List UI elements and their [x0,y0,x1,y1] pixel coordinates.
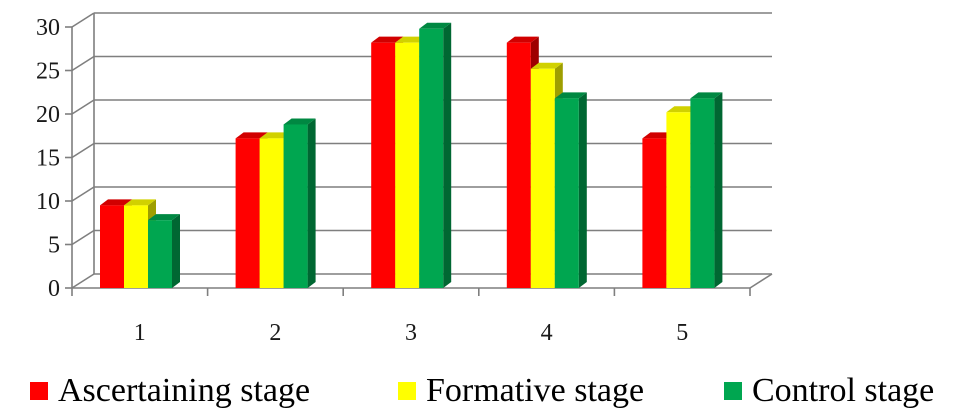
bar-front [642,138,666,288]
floor-edge [750,274,772,288]
bar-side [579,92,587,288]
y-tick-label: 5 [48,233,60,259]
bar-front [395,43,419,288]
legend-swatch [398,382,416,400]
x-tick-label: 3 [405,320,417,346]
y-tick-label: 10 [36,189,60,215]
bar [284,118,316,288]
y-tick-label: 25 [36,59,60,85]
gridline-depth [72,231,94,245]
y-tick-label: 20 [36,102,60,128]
bar-front [124,205,148,288]
bar-layer [100,23,722,288]
legend-label: Formative stage [426,372,644,410]
bar-front [260,138,284,288]
x-tick-label: 2 [269,320,281,346]
x-tick-label: 5 [676,320,688,346]
bar-side [443,23,451,288]
x-tick-label: 4 [541,320,553,346]
legend-item-control: Control stage [724,368,934,414]
label-layer: 0 5 10 15 20 25 30 1 2 3 4 5 [36,15,688,346]
bar [690,92,722,288]
bar-front [555,98,579,288]
bar [419,23,451,288]
y-tick-label: 15 [36,146,60,172]
bar-front [284,124,308,288]
bar-front [507,43,531,288]
y-tick-label: 0 [48,276,60,302]
bar-side [714,92,722,288]
gridline-depth [72,187,94,201]
bar [555,92,587,288]
legend-label: Ascertaining stage [58,372,310,410]
x-tick-label: 1 [134,320,146,346]
bar-front [371,43,395,288]
legend-swatch [724,382,742,400]
bar-front [690,98,714,288]
legend-label: Control stage [752,372,934,410]
bar-side [172,214,180,288]
legend-swatch [30,382,48,400]
legend-item-formative: Formative stage [398,368,644,414]
bar-side [308,118,316,288]
bar-front [236,138,260,288]
bar-front [148,220,172,288]
bar [148,214,180,288]
bar-front [666,112,690,288]
gridline-depth [72,144,94,158]
gridline-depth [72,274,94,288]
legend-item-ascertaining: Ascertaining stage [30,368,310,414]
gridline-depth [72,57,94,71]
y-tick-label: 30 [36,15,60,41]
bar-front [419,29,443,288]
bar-front [531,69,555,288]
gridline-depth [72,100,94,114]
chart-plot: 0 5 10 15 20 25 30 1 2 3 4 5 [0,0,966,370]
bar-front [100,205,124,288]
gridline-depth [72,13,94,27]
legend: Ascertaining stage Formative stage Contr… [0,368,966,414]
